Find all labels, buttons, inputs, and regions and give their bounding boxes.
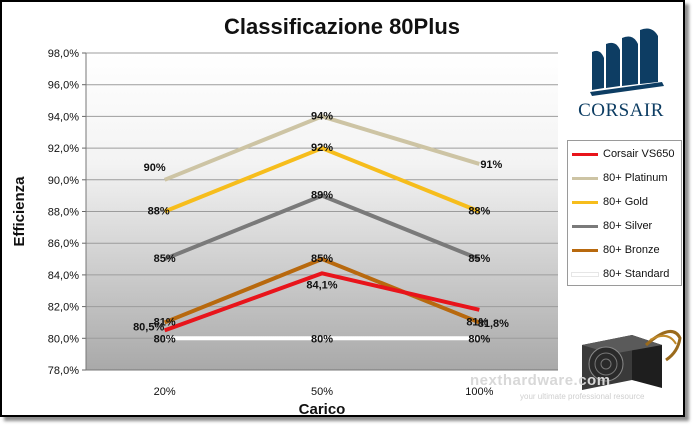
chart-title: Classificazione 80Plus [224, 14, 460, 39]
legend-item: 80+ Gold [572, 194, 648, 210]
legend-label: 80+ Platinum [603, 172, 668, 184]
data-label: 91% [480, 159, 502, 171]
data-label: 84,1% [306, 279, 337, 291]
legend-item: 80+ Bronze [572, 242, 660, 258]
legend-label: 80+ Gold [603, 196, 648, 208]
y-tick-label: 94,0% [48, 111, 79, 123]
data-label: 88% [148, 206, 170, 218]
legend-item: Corsair VS650 [572, 146, 675, 162]
y-tick-label: 98,0% [48, 48, 79, 60]
y-tick-label: 96,0% [48, 80, 79, 92]
series-line-80-gold [163, 145, 481, 214]
legend-swatch [572, 152, 598, 156]
legend-swatch [572, 200, 598, 204]
y-tick-label: 84,0% [48, 270, 79, 282]
legend-swatch [572, 272, 598, 276]
brand-text: CORSAIR [578, 100, 664, 121]
x-tick-label: 100% [465, 386, 493, 398]
legend-item: 80+ Platinum [572, 170, 668, 186]
y-tick-label: 86,0% [48, 238, 79, 250]
y-tick-label: 80,0% [48, 333, 79, 345]
data-label: 80% [311, 333, 333, 345]
corsair-wordmark: CORSAIR [566, 100, 676, 122]
data-label: 85% [311, 253, 333, 265]
data-label: 81,8% [478, 318, 509, 330]
legend-item: 80+ Standard [572, 266, 669, 282]
data-label: 88% [468, 206, 490, 218]
data-label: 89% [311, 190, 333, 202]
site-watermark: nexthardware.com [470, 372, 611, 389]
legend-swatch [572, 176, 598, 180]
data-label: 94% [311, 110, 333, 122]
legend-label: 80+ Silver [603, 220, 653, 232]
y-tick-label: 90,0% [48, 175, 79, 187]
data-label: 90% [144, 162, 166, 174]
y-tick-label: 92,0% [48, 143, 79, 155]
y-tick-label: 88,0% [48, 207, 79, 219]
x-tick-label: 50% [311, 386, 333, 398]
data-label: 85% [468, 253, 490, 265]
legend-label: 80+ Bronze [603, 244, 660, 256]
data-label: 92% [311, 142, 333, 154]
chart-legend: Corsair VS650 80+ Platinum 80+ Gold 80+ Sil… [567, 140, 682, 286]
legend-swatch [572, 248, 598, 252]
x-axis-title: Carico [299, 401, 346, 418]
psu-product-image [582, 329, 682, 390]
y-tick-label: 78,0% [48, 365, 79, 377]
y-tick-label: 82,0% [48, 302, 79, 314]
legend-item: 80+ Silver [572, 218, 652, 234]
series-line-corsair-vs650 [163, 271, 480, 333]
x-tick-label: 20% [154, 386, 176, 398]
corsair-sails-logo [590, 28, 664, 96]
series-line-80-silver [163, 193, 481, 261]
data-label: 85% [154, 253, 176, 265]
data-label: 81% [466, 316, 488, 328]
y-axis-title: Efficienza [11, 176, 28, 247]
data-label: 81% [154, 316, 176, 328]
legend-label: 80+ Standard [603, 268, 670, 280]
series-line-80-platinum [163, 114, 480, 182]
data-label: 80,5% [133, 321, 164, 333]
legend-label: Corsair VS650 [603, 148, 675, 160]
data-label: 80% [154, 333, 176, 345]
site-watermark-subtitle: your ultimate professional resource [520, 392, 645, 401]
legend-swatch [572, 224, 598, 228]
data-label: 80% [468, 333, 490, 345]
series-line-80-bronze [163, 256, 481, 325]
